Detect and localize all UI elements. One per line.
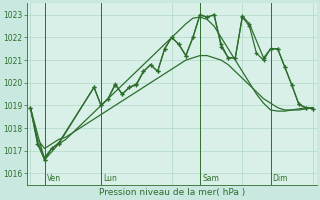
X-axis label: Pression niveau de la mer( hPa ): Pression niveau de la mer( hPa ) (99, 188, 245, 197)
Text: Lun: Lun (103, 174, 117, 183)
Text: Dim: Dim (273, 174, 288, 183)
Text: Ven: Ven (47, 174, 61, 183)
Text: Sam: Sam (202, 174, 219, 183)
